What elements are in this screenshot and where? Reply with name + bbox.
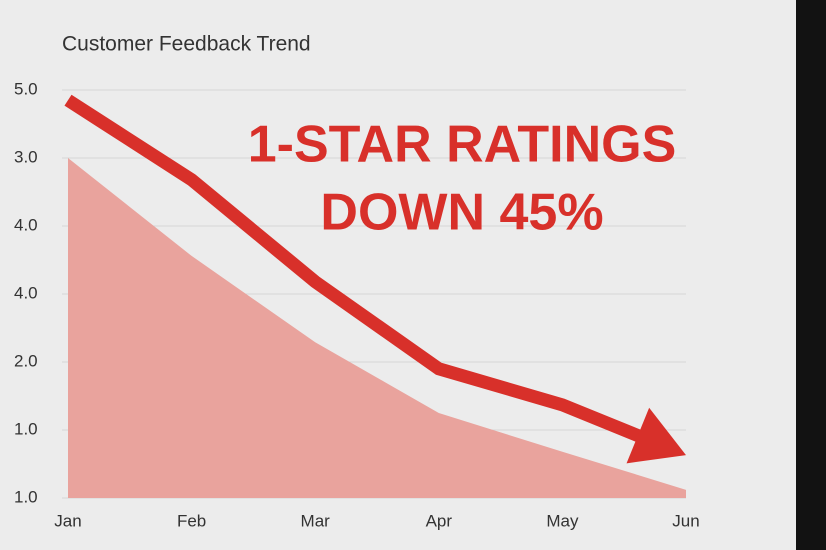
y-tick-label: 1.0: [14, 487, 38, 506]
x-tick-label: Jan: [54, 511, 81, 530]
y-tick-label: 3.0: [14, 147, 38, 166]
trend-line: [64, 94, 644, 444]
arrow-head: [626, 407, 686, 464]
annotation: DOWN 45%: [320, 184, 603, 242]
y-tick-label: 4.0: [14, 283, 38, 302]
x-tick-label: May: [546, 511, 579, 530]
x-tick-label: Mar: [301, 511, 331, 530]
x-tick-label: Feb: [177, 511, 206, 530]
annotation: 1-STAR RATINGS: [248, 116, 677, 174]
frame-edge: [796, 0, 826, 550]
x-tick-label: Apr: [426, 511, 453, 530]
chart-title: Customer Feedback Trend: [62, 33, 311, 56]
x-tick-label: Jun: [672, 511, 699, 530]
y-tick-label: 2.0: [14, 351, 38, 370]
area: [68, 158, 686, 498]
y-tick-label: 5.0: [14, 79, 38, 98]
y-tick-label: 1.0: [14, 419, 38, 438]
y-tick-label: 4.0: [14, 215, 38, 234]
